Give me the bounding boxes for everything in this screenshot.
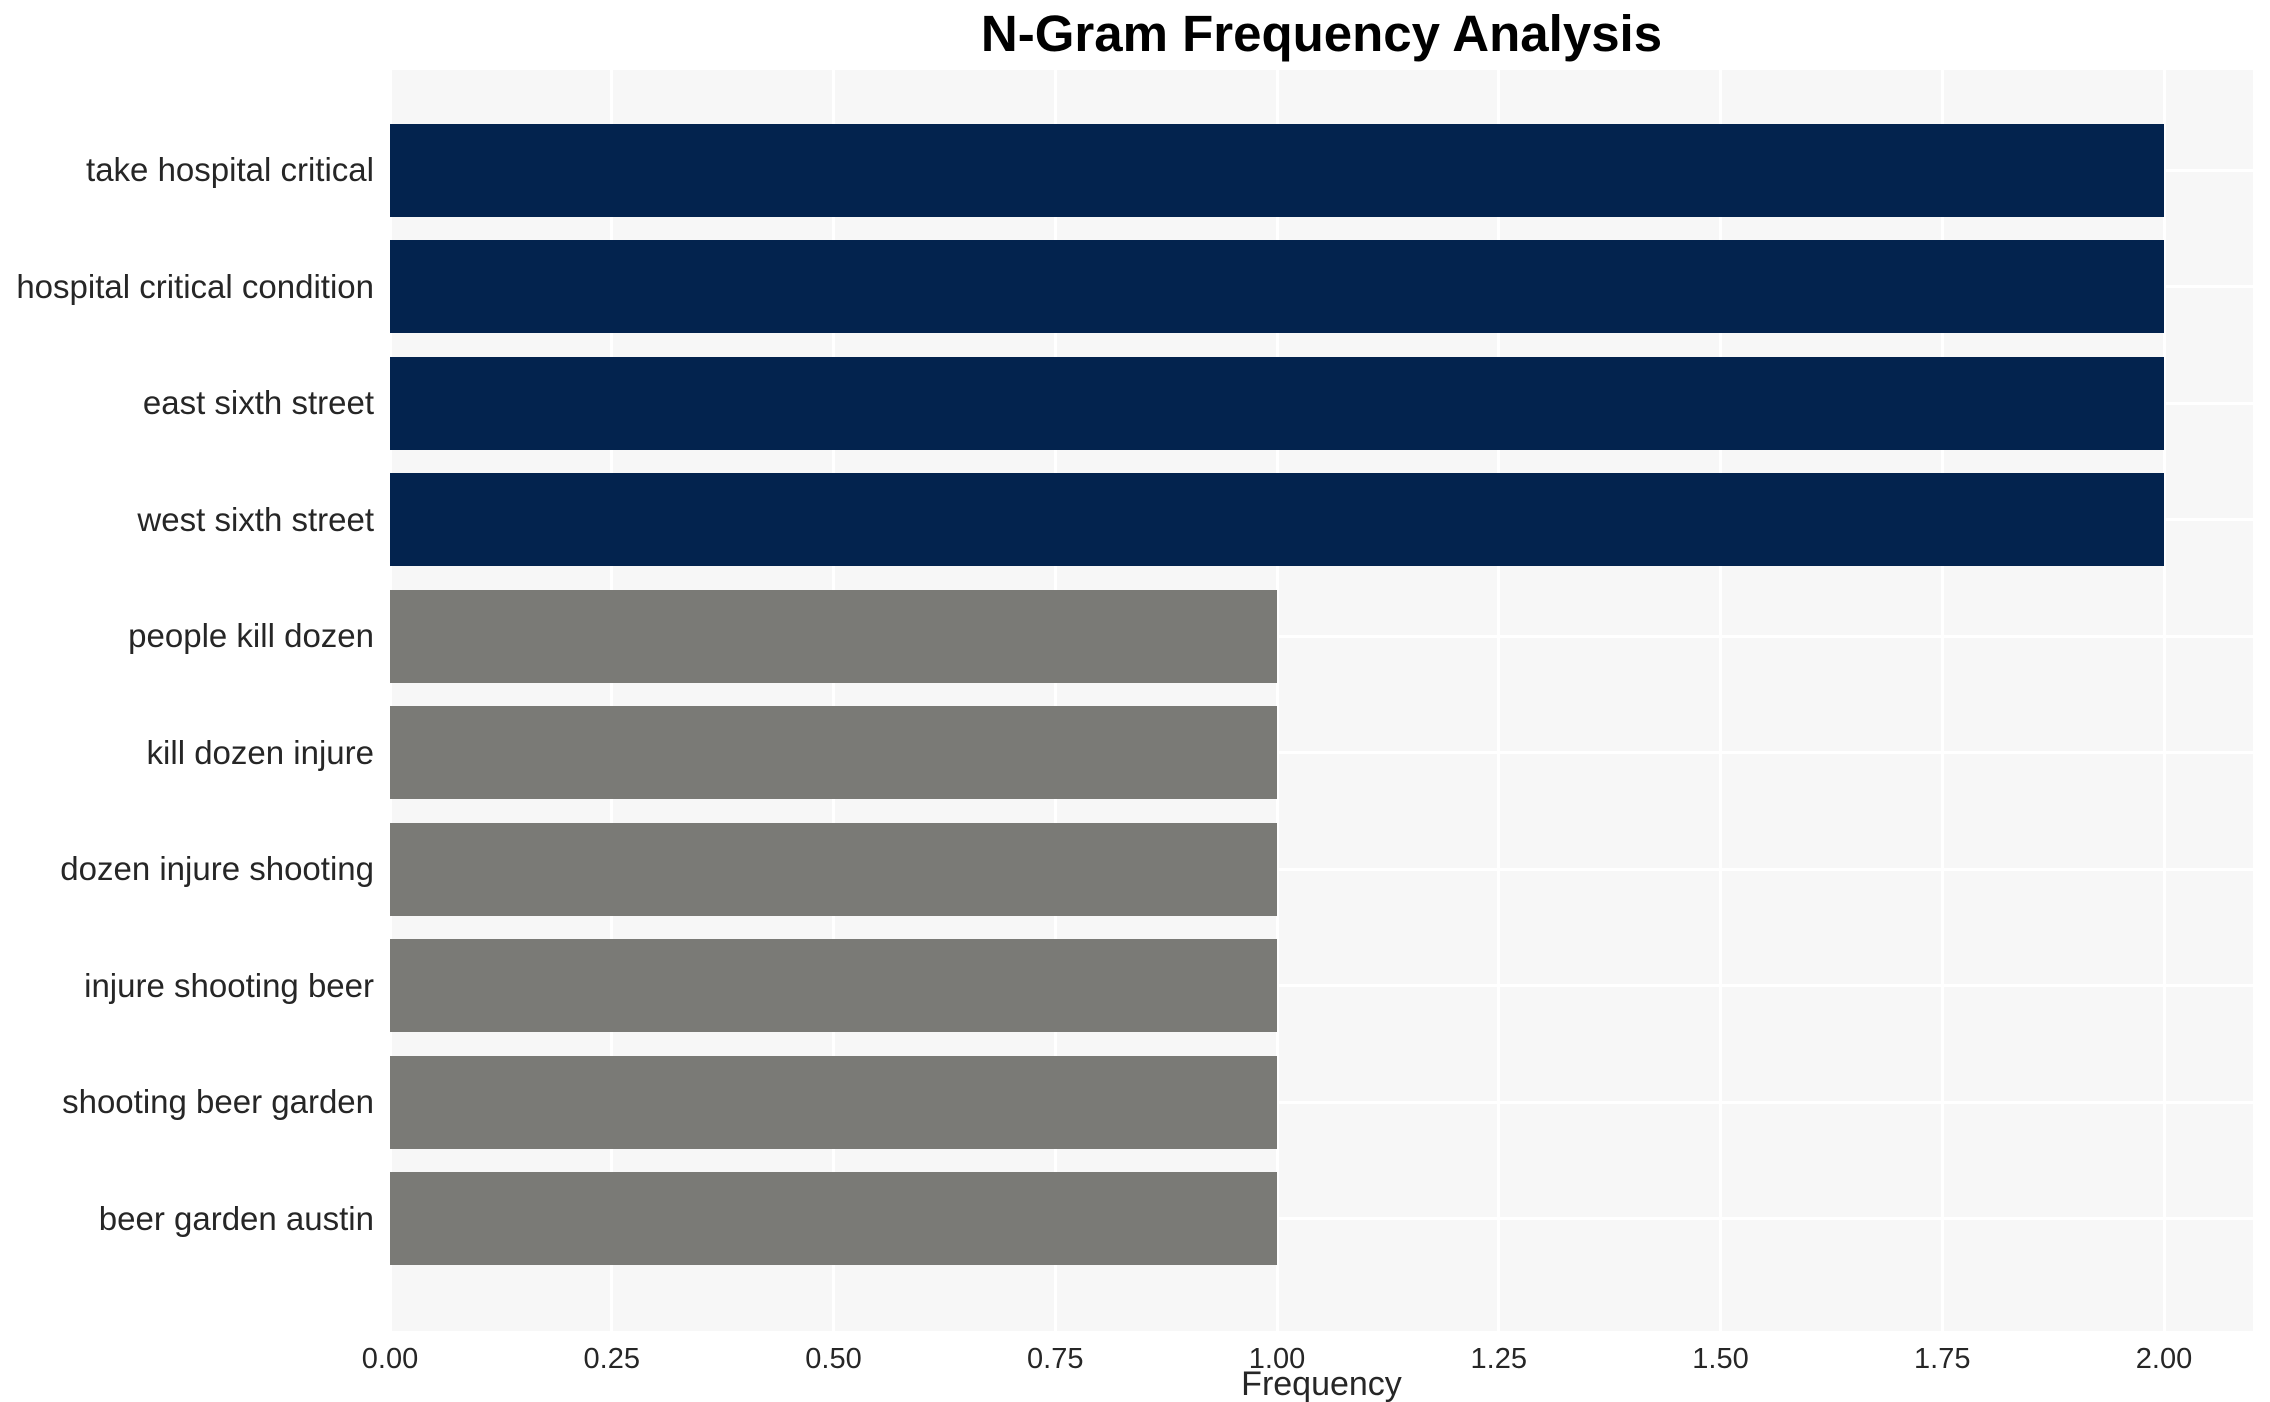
bar bbox=[390, 822, 1277, 916]
bar bbox=[390, 1055, 1277, 1149]
x-tick-label: 1.00 bbox=[1248, 1343, 1306, 1375]
h-gridline bbox=[390, 867, 2253, 871]
v-gridline bbox=[1497, 70, 1501, 1331]
bar bbox=[390, 1172, 1277, 1265]
x-tick-label: 0.25 bbox=[583, 1343, 640, 1375]
category-label: take hospital critical bbox=[86, 151, 374, 188]
h-gridline bbox=[390, 984, 2253, 987]
category-label: dozen injure shooting bbox=[60, 850, 374, 887]
category-label: shooting beer garden bbox=[62, 1083, 374, 1120]
bar bbox=[390, 473, 2164, 566]
x-tick-label: 1.25 bbox=[1470, 1343, 1527, 1375]
bar bbox=[390, 240, 2164, 333]
x-tick-label: 2.00 bbox=[2135, 1343, 2193, 1375]
bar bbox=[390, 123, 2164, 217]
x-tick-label: 0.75 bbox=[1027, 1343, 1084, 1375]
category-label: west sixth street bbox=[137, 500, 374, 538]
x-tick-label: 1.50 bbox=[1692, 1343, 1749, 1375]
category-label: hospital critical condition bbox=[16, 267, 374, 305]
category-label: beer garden austin bbox=[98, 1199, 374, 1237]
x-axis-label: Frequency bbox=[1241, 1365, 1402, 1402]
v-gridline bbox=[1719, 70, 1722, 1331]
v-gridline bbox=[832, 70, 835, 1331]
v-gridline bbox=[2162, 70, 2166, 1331]
category-label: injure shooting beer bbox=[84, 966, 374, 1004]
chart-title: N-Gram Frequency Analysis bbox=[980, 5, 1663, 62]
v-gridline bbox=[1940, 70, 1944, 1331]
v-gridline bbox=[1275, 70, 1279, 1331]
bar bbox=[390, 939, 1277, 1032]
bar bbox=[390, 706, 1277, 799]
h-gridline bbox=[390, 634, 2253, 638]
h-gridline bbox=[390, 751, 2253, 754]
x-tick-label: 0.50 bbox=[805, 1343, 862, 1375]
v-gridline bbox=[388, 70, 392, 1331]
category-label: east sixth street bbox=[142, 384, 374, 421]
v-gridline bbox=[1053, 70, 1057, 1331]
category-label: kill dozen injure bbox=[146, 733, 374, 771]
x-tick-label: 1.75 bbox=[1914, 1343, 1971, 1375]
bar bbox=[390, 589, 1277, 683]
plot-area bbox=[388, 70, 2253, 1331]
h-gridline bbox=[390, 1217, 2253, 1220]
bar bbox=[390, 356, 2164, 450]
x-tick-label: 0.00 bbox=[361, 1343, 419, 1375]
v-gridline bbox=[610, 70, 614, 1331]
h-gridline bbox=[390, 1100, 2253, 1104]
category-label: people kill dozen bbox=[128, 617, 374, 654]
